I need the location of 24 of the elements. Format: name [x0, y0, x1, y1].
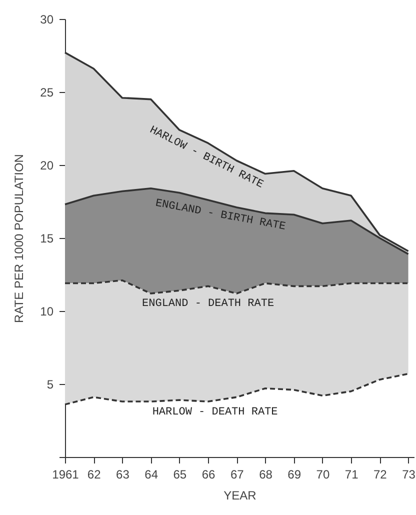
y-axis-title: RATE PER 1000 POPULATION: [12, 154, 26, 323]
x-tick-label: 67: [230, 468, 244, 482]
x-tick-label: 70: [316, 468, 330, 482]
x-tick-label: 66: [202, 468, 216, 482]
y-tick-label: 20: [40, 158, 54, 172]
x-tick-label: 65: [173, 468, 187, 482]
x-tick-label: 68: [259, 468, 273, 482]
x-tick-label: 71: [344, 468, 359, 482]
series-label: ENGLAND - BIRTH RATE: [154, 198, 287, 234]
x-tick-label: 63: [116, 468, 130, 482]
x-axis-title: YEAR: [224, 488, 257, 502]
y-tick-label: 5: [46, 378, 54, 392]
y-tick-label: 15: [40, 232, 54, 246]
series-label: ENGLAND - DEATH RATE: [142, 298, 274, 310]
series-label: HARLOW - DEATH RATE: [152, 406, 278, 419]
x-tick-label: 1961: [52, 468, 80, 482]
y-tick-label: 25: [40, 86, 54, 100]
x-tick-label: 73: [402, 468, 416, 482]
y-tick-label: 10: [40, 304, 54, 318]
y-tick-label: 30: [40, 12, 54, 26]
x-tick-label: 64: [144, 468, 158, 482]
x-tick-label: 62: [87, 468, 102, 482]
x-tick-label: 72: [373, 468, 388, 482]
x-tick-label: 69: [288, 468, 302, 482]
